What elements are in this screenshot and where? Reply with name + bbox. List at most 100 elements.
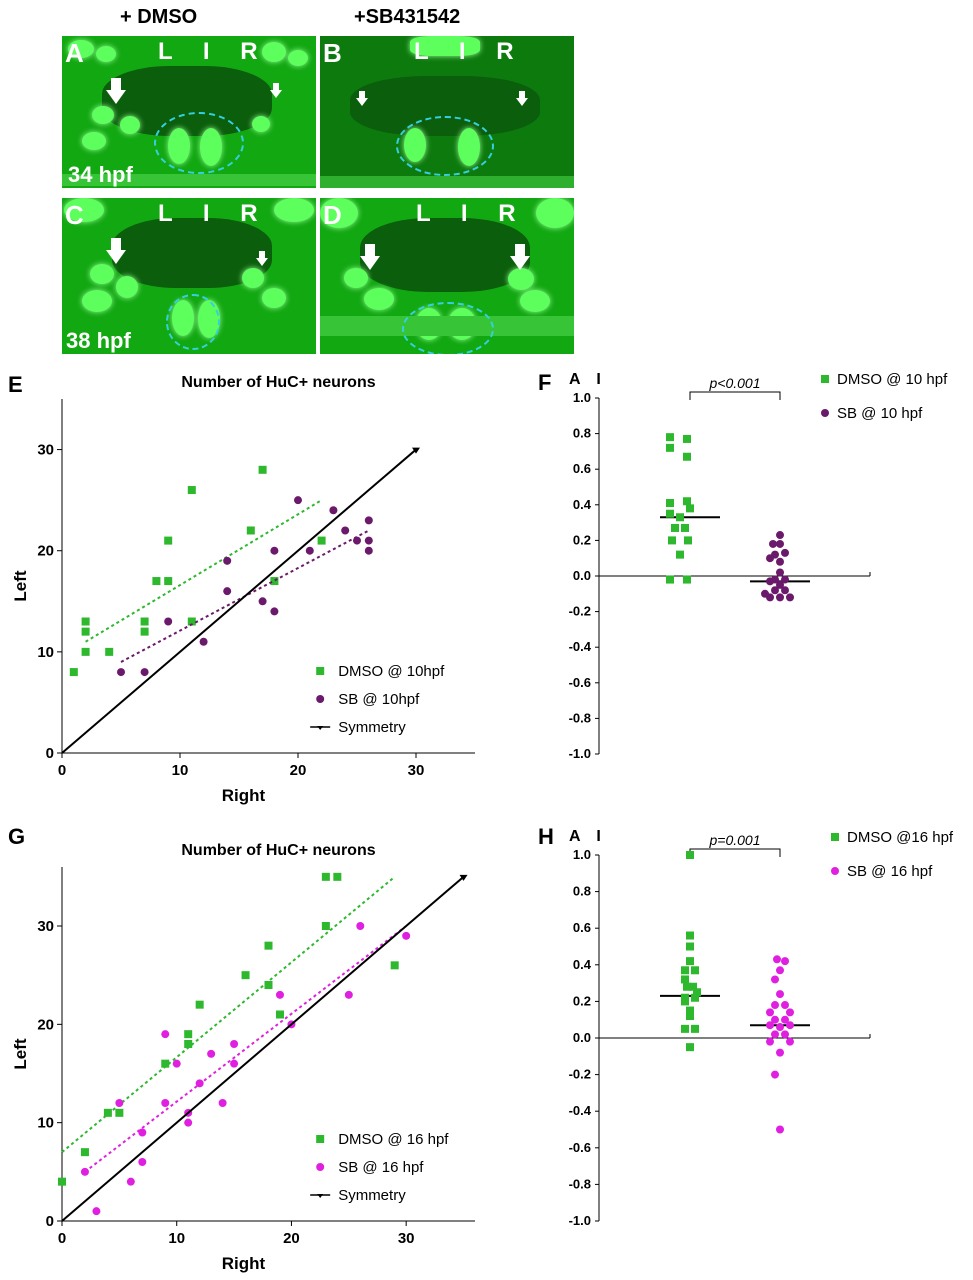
legend-marker xyxy=(831,867,839,875)
legend-label: DMSO @ 10 hpf xyxy=(837,371,948,388)
data-point xyxy=(771,1001,779,1010)
data-point xyxy=(766,1037,774,1046)
y-tick-label: 0.2 xyxy=(573,532,591,547)
lir-label-d: L I R xyxy=(416,200,528,227)
data-point xyxy=(161,1030,170,1039)
trend-line xyxy=(84,925,407,1173)
data-point xyxy=(786,593,794,602)
data-point xyxy=(140,668,149,677)
data-point xyxy=(776,539,784,548)
legend-marker xyxy=(316,695,325,703)
data-point xyxy=(771,1030,779,1039)
panel-letter-c: C xyxy=(65,200,84,230)
lir-label-c: L I R xyxy=(158,200,270,227)
data-point xyxy=(195,1079,204,1088)
data-point xyxy=(270,546,279,555)
data-point xyxy=(684,536,692,545)
data-point xyxy=(671,523,679,532)
y-tick-label: 0.4 xyxy=(573,957,592,972)
data-point xyxy=(275,990,284,999)
y-tick-label: 10 xyxy=(37,644,54,661)
data-point xyxy=(164,617,173,626)
chart-title: Number of HuC+ neurons xyxy=(181,842,375,859)
data-point xyxy=(766,554,774,563)
data-point xyxy=(681,1024,689,1033)
data-point xyxy=(773,955,781,964)
data-point xyxy=(786,1008,794,1017)
x-axis-label: Right xyxy=(222,786,266,805)
data-point xyxy=(344,990,353,999)
legend-marker xyxy=(316,1163,325,1171)
legend-label: SB @ 10hpf xyxy=(338,691,420,708)
data-point xyxy=(364,536,373,545)
y-tick-label: 0.8 xyxy=(573,884,591,899)
data-point xyxy=(199,637,208,646)
data-point xyxy=(161,1059,170,1068)
legend-label: SB @ 16 hpf xyxy=(338,1159,424,1176)
data-point xyxy=(781,548,789,557)
x-tick-label: 20 xyxy=(290,762,307,779)
data-point xyxy=(264,981,273,989)
significance-bracket xyxy=(689,848,781,857)
arrow-left-small-icon xyxy=(356,91,368,106)
legend-label: SB @ 10 hpf xyxy=(837,405,923,422)
y-tick-label: 30 xyxy=(37,918,54,935)
data-point xyxy=(686,1043,694,1052)
data-point xyxy=(294,496,302,505)
data-point xyxy=(140,627,149,636)
data-point xyxy=(781,957,789,966)
data-point xyxy=(207,1049,216,1058)
data-point xyxy=(776,966,784,975)
y-tick-label: 20 xyxy=(37,543,54,560)
data-point xyxy=(317,536,326,545)
data-point xyxy=(353,536,361,545)
data-point xyxy=(105,647,114,656)
data-point xyxy=(356,922,365,930)
data-point xyxy=(771,975,779,984)
x-tick-label: 20 xyxy=(283,1230,300,1247)
arrow-right-small-icon xyxy=(256,251,268,266)
data-point xyxy=(681,966,689,975)
arrow-left-large-icon xyxy=(360,244,380,270)
y-tick-label: 0.2 xyxy=(573,993,591,1008)
data-point xyxy=(683,434,691,443)
data-point xyxy=(686,851,694,859)
panel-letter-a: A xyxy=(65,38,84,68)
data-point xyxy=(689,982,697,991)
panel-letter-b: B xyxy=(323,38,342,68)
chart-f: 1.0 0.8 0.6 0.4 0.2 0.0 -0.2 -0.4 -0.6 -0.8 -1.0 A … xyxy=(569,371,949,761)
panel-letter-h: H xyxy=(538,824,554,849)
data-point xyxy=(81,627,90,636)
symmetry-end-marker xyxy=(459,874,468,881)
arrow-right-small-icon xyxy=(270,83,282,98)
data-point xyxy=(686,504,694,513)
data-point xyxy=(321,872,330,881)
data-point xyxy=(766,1021,774,1030)
y-tick-label: 0.6 xyxy=(573,920,591,935)
y-tick-label: -0.4 xyxy=(569,639,592,654)
y-tick-label: 0.6 xyxy=(573,461,591,476)
data-point xyxy=(69,668,78,677)
legend-label: Symmetry xyxy=(338,1187,406,1204)
data-point xyxy=(686,1012,694,1021)
data-point xyxy=(164,536,173,545)
data-point xyxy=(691,966,699,975)
symmetry-end-marker xyxy=(412,447,420,454)
data-point xyxy=(184,1040,193,1048)
data-point xyxy=(117,668,125,677)
data-point xyxy=(402,931,411,940)
data-point xyxy=(81,647,90,656)
y-tick-label: 0.8 xyxy=(573,426,591,441)
arrow-left-large-icon xyxy=(106,238,126,264)
data-point xyxy=(258,465,267,474)
data-point xyxy=(683,575,691,584)
x-axis-label: Right xyxy=(222,1254,266,1273)
micrograph-d: D L I R xyxy=(320,198,574,354)
y-axis-label: Left xyxy=(11,570,30,602)
legend-marker xyxy=(316,667,325,675)
lir-label-b: L I R xyxy=(414,38,526,65)
data-point xyxy=(776,1125,784,1134)
data-point xyxy=(686,931,694,940)
y-tick-label: -0.4 xyxy=(569,1103,592,1118)
